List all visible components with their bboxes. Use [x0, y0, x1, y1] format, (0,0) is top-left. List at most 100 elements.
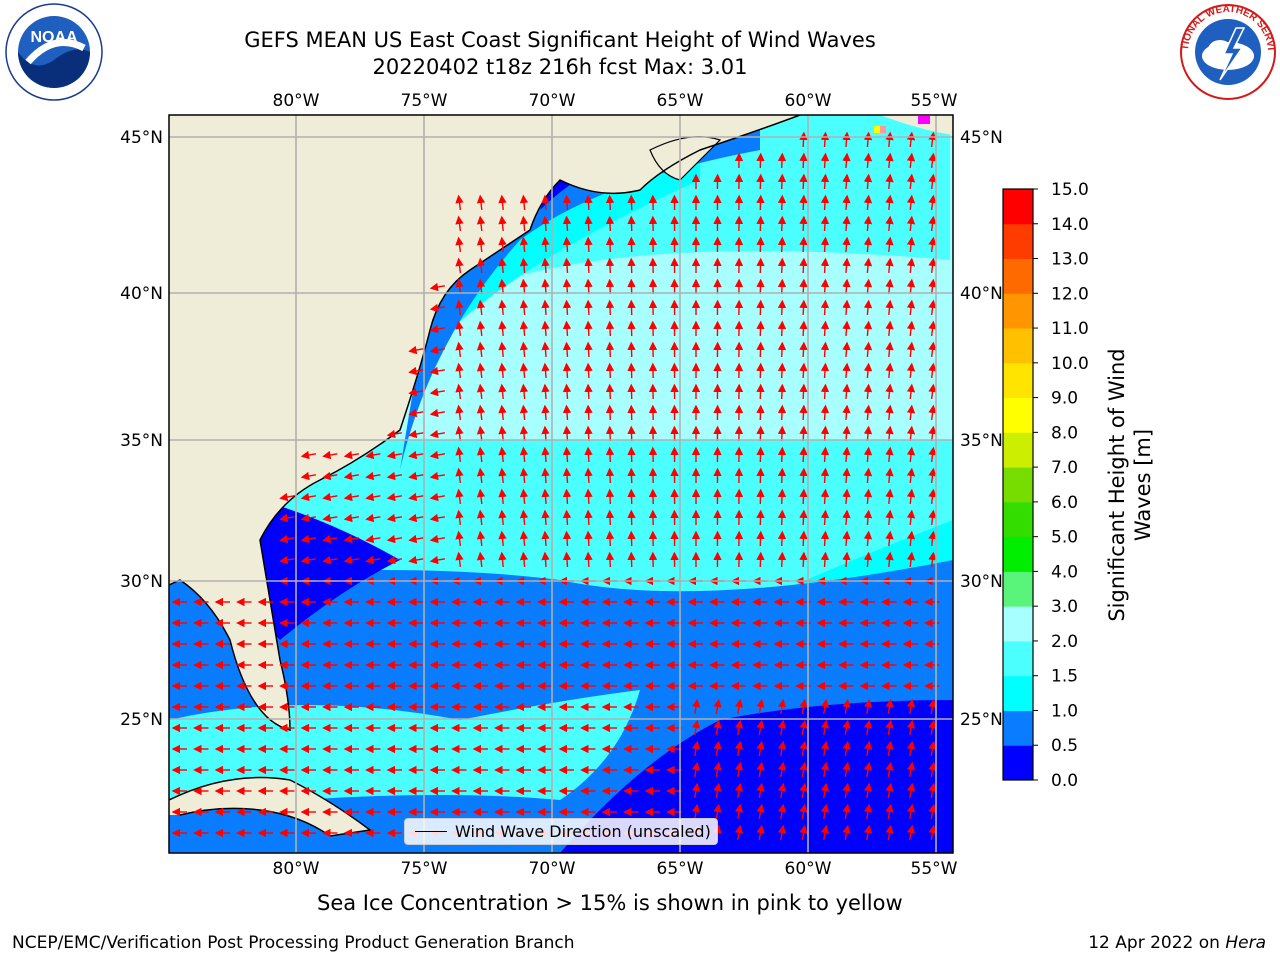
wind-wave-arrow [455, 383, 464, 400]
wind-wave-arrow [842, 404, 851, 421]
wind-wave-arrow [498, 362, 507, 379]
lon-tick-top-1: 75°W [401, 91, 448, 111]
wind-wave-arrow [863, 341, 873, 358]
wind-wave-arrow [777, 257, 787, 274]
wind-wave-arrow [627, 530, 636, 547]
colorbar-tick-label: 0.0 [1051, 771, 1078, 791]
wind-wave-arrow [885, 320, 894, 337]
colorbar-tick-label: 2.0 [1051, 632, 1078, 652]
wind-wave-arrow [928, 278, 937, 295]
wind-wave-arrow [842, 551, 851, 568]
colorbar-swatch [1003, 189, 1033, 225]
wind-wave-arrow [885, 803, 894, 820]
wind-wave-arrow [799, 740, 808, 757]
wind-wave-arrow [691, 740, 701, 757]
wind-wave-arrow [885, 404, 894, 421]
wind-wave-arrow [584, 551, 593, 568]
wind-wave-arrow [408, 387, 424, 397]
wind-wave-arrow [455, 530, 464, 547]
wind-wave-arrow [365, 471, 381, 481]
wind-wave-arrow [279, 513, 295, 523]
wind-wave-arrow [386, 555, 403, 565]
wind-wave-arrow [584, 299, 593, 316]
wind-wave-arrow [842, 278, 851, 295]
wind-wave-arrow [627, 362, 636, 379]
wind-wave-arrow [863, 383, 873, 400]
colorbar-tick-label: 5.0 [1051, 528, 1078, 548]
wind-wave-arrow [885, 530, 894, 547]
wind-wave-arrow [541, 278, 550, 295]
colorbar-tick-label: 10.0 [1051, 354, 1089, 374]
wind-wave-arrow [343, 555, 360, 565]
wind-wave-arrow [429, 555, 446, 565]
wind-wave-arrow [799, 530, 808, 547]
wind-wave-arrow [777, 341, 787, 358]
wind-wave-arrow [928, 698, 937, 715]
wind-wave-arrow [734, 740, 744, 757]
wind-wave-arrow [777, 446, 787, 463]
wind-wave-arrow [476, 299, 486, 316]
colorbar-tick-label: 3.0 [1051, 597, 1078, 617]
wind-wave-arrow [820, 761, 830, 778]
wind-wave-arrow [279, 492, 295, 502]
wind-wave-arrow [928, 236, 937, 253]
wind-wave-arrow [734, 803, 744, 820]
wind-wave-arrow [713, 698, 722, 715]
wind-wave-arrow [541, 215, 550, 232]
wind-wave-arrow [885, 341, 894, 358]
wind-wave-arrow [562, 509, 572, 526]
wind-wave-arrow [562, 341, 572, 358]
wind-wave-arrow [863, 782, 873, 799]
wind-wave-arrow [777, 320, 787, 337]
wind-wave-arrow [756, 782, 765, 799]
wind-wave-arrow [928, 194, 937, 211]
wind-wave-arrow [820, 425, 830, 442]
wind-wave-arrow [820, 236, 830, 253]
wind-wave-arrow [408, 366, 424, 376]
lat-tick-left-2: 35°N [120, 431, 163, 451]
wind-wave-arrow [906, 824, 916, 841]
wind-wave-arrow [842, 761, 851, 778]
wind-wave-arrow [627, 488, 636, 505]
wind-wave-arrow [820, 467, 830, 484]
wind-wave-arrow [498, 404, 507, 421]
wind-wave-arrow [863, 362, 873, 379]
wind-wave-arrow [386, 492, 403, 502]
wind-wave-arrow [799, 236, 808, 253]
wind-wave-arrow [885, 383, 894, 400]
wind-wave-arrow [928, 761, 937, 778]
colorbar-swatch [1003, 293, 1033, 329]
wind-wave-arrow [863, 509, 873, 526]
wind-wave-arrow [408, 450, 424, 460]
wind-wave-arrow [756, 761, 765, 778]
wind-wave-arrow [820, 194, 830, 211]
wind-wave-arrow [906, 320, 916, 337]
wind-wave-arrow [562, 425, 572, 442]
colorbar-swatch [1003, 745, 1033, 781]
wind-wave-arrow [885, 215, 894, 232]
wind-wave-arrow [777, 488, 787, 505]
wind-wave-arrow [863, 824, 873, 841]
wind-wave-arrow [476, 530, 486, 547]
colorbar-swatch [1003, 432, 1033, 468]
colorbar-tick-label: 14.0 [1051, 215, 1089, 235]
wind-wave-arrow [408, 492, 424, 502]
wind-wave-arrow [820, 530, 830, 547]
wind-wave-arrow [627, 467, 636, 484]
wind-wave-arrow [408, 513, 424, 523]
wind-wave-arrow [777, 719, 787, 736]
wind-wave-arrow [928, 824, 937, 841]
wind-wave-arrow [584, 530, 593, 547]
wind-wave-arrow [777, 383, 787, 400]
lon-tick-top-4: 60°W [785, 91, 832, 111]
wind-wave-arrow [343, 471, 360, 481]
wind-wave-arrow [713, 719, 722, 736]
wind-wave-arrow [885, 488, 894, 505]
lat-tick-left-1: 40°N [120, 284, 163, 304]
wind-wave-arrow [541, 467, 550, 484]
wind-wave-arrow [476, 257, 486, 274]
wind-wave-arrow [519, 257, 529, 274]
wind-wave-arrow [519, 299, 529, 316]
wind-wave-arrow [627, 257, 636, 274]
